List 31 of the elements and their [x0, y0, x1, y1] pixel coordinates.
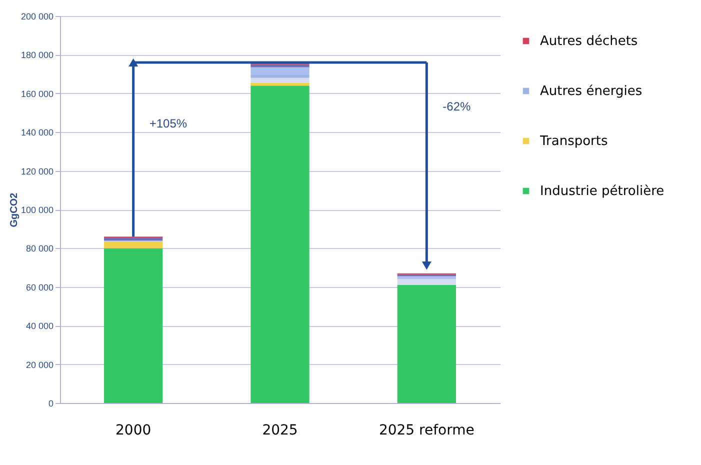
- x-tick-label: 2000: [116, 422, 152, 438]
- y-tick-label: 160 000: [20, 88, 54, 99]
- y-tick-label: 200 000: [20, 12, 54, 22]
- annotation: +105%: [149, 116, 188, 131]
- bar: [250, 67, 310, 76]
- x-tick-label: 2025: [262, 422, 298, 438]
- y-tick-label: 140 000: [20, 128, 54, 138]
- legend-label: Industrie pétrolière: [540, 184, 664, 199]
- y-axis-title: GgCO2: [8, 192, 20, 228]
- y-tick-label: 60 000: [26, 282, 54, 292]
- y-tick-label: 40 000: [26, 321, 54, 332]
- y-tick-label: 100 000: [20, 205, 54, 215]
- legend-label: Autres déchets: [540, 34, 638, 49]
- y-tick-label: 0: [48, 398, 54, 408]
- bar: [250, 64, 310, 68]
- bar: [104, 241, 163, 248]
- bar: [250, 78, 310, 83]
- bar: [397, 279, 456, 285]
- bar: [397, 284, 456, 403]
- x-tick-label: 2025 reforme: [378, 422, 474, 438]
- legend-label: Autres énergies: [540, 84, 642, 99]
- annotation: -62%: [442, 100, 472, 114]
- y-tick-label: 80 000: [26, 244, 54, 254]
- bar: [104, 248, 163, 403]
- y-tick-label: 180 000: [20, 50, 54, 60]
- bar: [104, 238, 163, 240]
- legend-label: Transports: [539, 134, 608, 149]
- bar: [250, 86, 310, 403]
- y-tick-label: 120 000: [20, 166, 54, 176]
- y-tick-label: 20 000: [26, 360, 54, 370]
- bar: [250, 75, 310, 78]
